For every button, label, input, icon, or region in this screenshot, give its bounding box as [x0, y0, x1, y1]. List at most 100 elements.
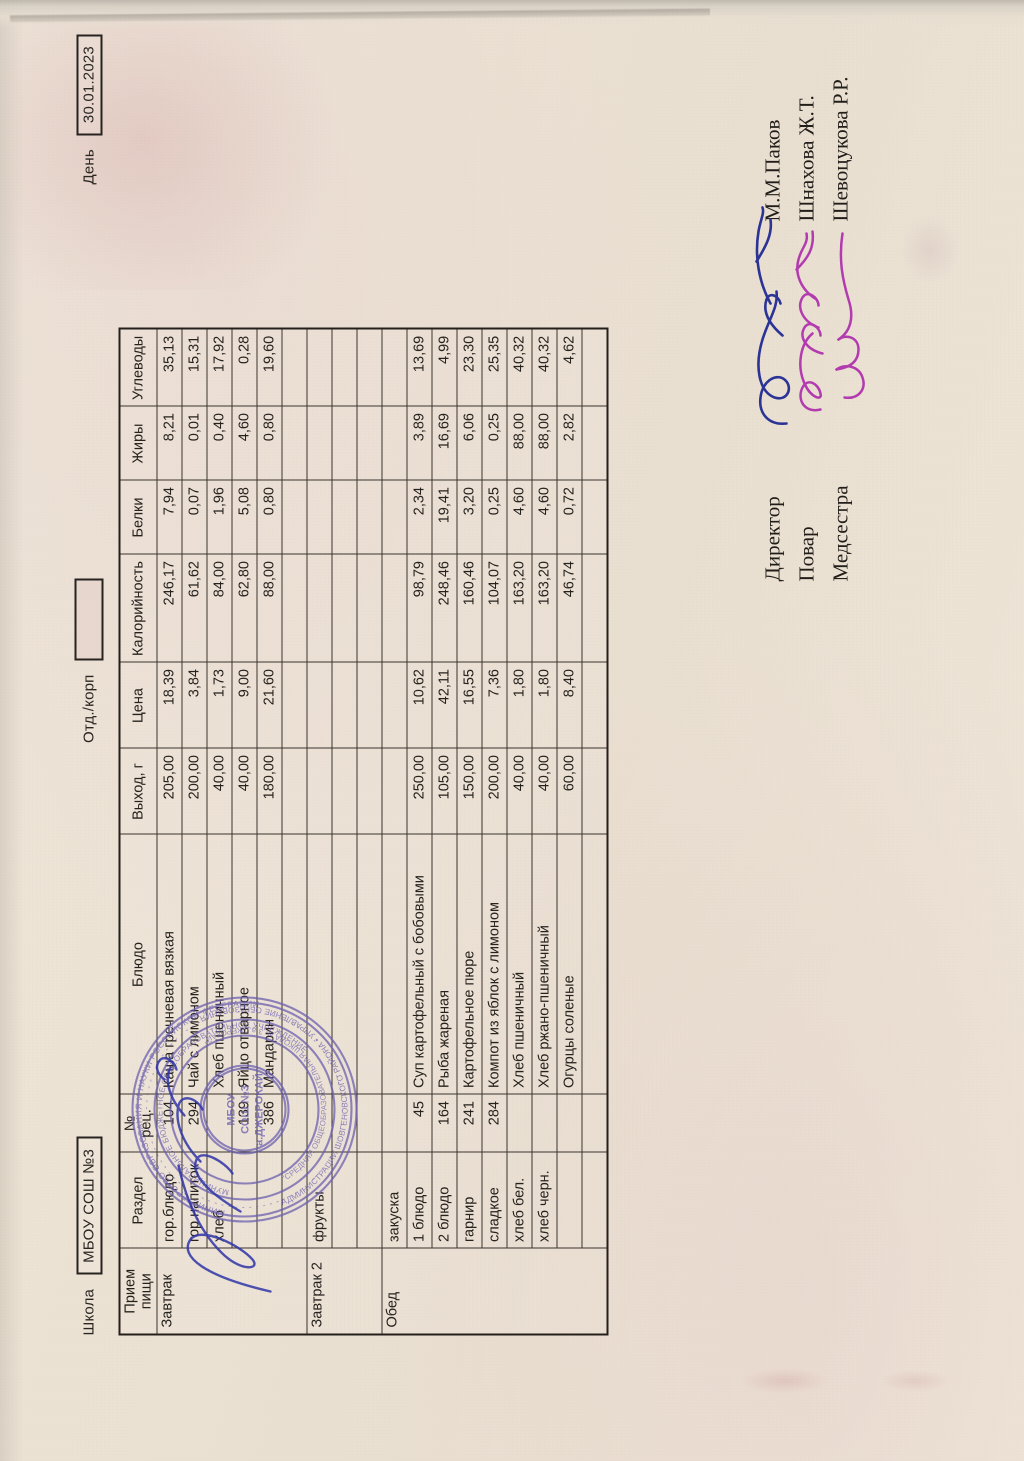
- cell-dish: Мандарин: [256, 834, 282, 1094]
- cell-section: [581, 1152, 607, 1248]
- cell-dish: [581, 834, 607, 1094]
- col-header-proteins: Белки: [119, 480, 157, 554]
- cell-recipe-no: [581, 1094, 607, 1152]
- cell-price: [581, 662, 607, 748]
- cell-price: 1,80: [531, 662, 557, 748]
- menu-table-body: Завтрак гор.блюдо 104 Каша гречневая вязкая…: [156, 328, 607, 1334]
- menu-table: Прием пищи Раздел № рец. Блюдо Выход, г …: [118, 327, 608, 1335]
- cell-carbs: 40,32: [531, 328, 557, 406]
- table-row: 2 блюдо 164 Рыба жареная 105,00 42,11 248,46 1…: [431, 328, 457, 1334]
- cell-proteins: 1,96: [206, 480, 232, 554]
- cell-fats: 0,40: [206, 406, 232, 480]
- cell-price: 9,00: [231, 662, 257, 748]
- cell-dish: Картофельное пюре: [456, 834, 482, 1094]
- cell-carbs: 4,62: [556, 328, 582, 406]
- signature-row: Медсестра Шевоцукова Р.Р.: [828, 76, 862, 581]
- cell-carbs: 35,13: [156, 328, 182, 406]
- cell-output: 205,00: [156, 748, 182, 834]
- col-header-dish: Блюдо: [119, 834, 157, 1094]
- cell-recipe-no: 241: [456, 1094, 482, 1152]
- cell-fats: 16,69: [431, 406, 457, 480]
- cell-fats: [331, 406, 357, 480]
- date-field[interactable]: 30.01.2023: [75, 33, 102, 135]
- cell-carbs: [356, 328, 382, 406]
- school-name-field[interactable]: МБОУ СОШ №3: [75, 1136, 102, 1275]
- cell-carbs: 0,28: [231, 328, 257, 406]
- cell-proteins: 4,60: [531, 480, 557, 554]
- cell-proteins: [281, 480, 307, 554]
- cell-price: 1,80: [506, 662, 532, 748]
- cell-calories: [306, 554, 332, 662]
- cell-recipe-no: 45: [406, 1094, 432, 1152]
- cell-dish: Хлеб ржано-пшеничный: [531, 834, 557, 1094]
- cell-calories: 98,79: [406, 554, 432, 662]
- table-row: сладкое 284 Компот из яблок с лимоном 200,0…: [481, 328, 507, 1334]
- cell-price: 16,55: [456, 662, 482, 748]
- cell-section: фрукты: [306, 1152, 332, 1248]
- cell-price: [381, 662, 407, 748]
- signature-pen-area: [794, 221, 824, 431]
- cell-dish: [281, 834, 307, 1094]
- cell-calories: 61,62: [181, 554, 207, 662]
- table-header-row: Прием пищи Раздел № рец. Блюдо Выход, г …: [119, 328, 157, 1334]
- cell-recipe-no: [306, 1094, 332, 1152]
- signature-row: Директор М.М.Паков: [760, 76, 794, 581]
- cell-price: 10,62: [406, 662, 432, 748]
- cell-recipe-no: 284: [481, 1094, 507, 1152]
- cell-fats: 0,80: [256, 406, 282, 480]
- dept-label: Отд./корп: [80, 674, 97, 743]
- cell-carbs: [331, 328, 357, 406]
- cell-section: гор.напиток: [181, 1152, 207, 1248]
- cell-output: [306, 748, 332, 834]
- cell-calories: 88,00: [256, 554, 282, 662]
- cell-calories: 163,20: [531, 554, 557, 662]
- col-header-output: Выход, г: [119, 748, 157, 834]
- cell-output: [281, 748, 307, 834]
- cell-calories: [331, 554, 357, 662]
- cell-recipe-no: 386: [256, 1094, 282, 1152]
- signature-block: Директор М.М.Паков Повар Шнахова Ж.Т. Медсес…: [760, 76, 862, 581]
- signature-name: М.М.Паков: [760, 119, 784, 221]
- cell-carbs: [281, 328, 307, 406]
- cell-proteins: 3,20: [456, 480, 482, 554]
- signature-role: Медсестра: [828, 484, 852, 581]
- cell-output: 250,00: [406, 748, 432, 834]
- cell-proteins: 0,25: [481, 480, 507, 554]
- cell-dish: Огурцы соленые: [556, 834, 582, 1094]
- table-row: [331, 328, 357, 1334]
- cell-recipe-no: [281, 1094, 307, 1152]
- cell-carbs: [581, 328, 607, 406]
- cell-price: 3,84: [181, 662, 207, 748]
- cell-section: закуска: [381, 1152, 407, 1248]
- cell-carbs: [381, 328, 407, 406]
- cell-proteins: 0,80: [256, 480, 282, 554]
- cell-output: 40,00: [231, 748, 257, 834]
- cell-dish: [306, 834, 332, 1094]
- cell-carbs: 25,35: [481, 328, 507, 406]
- cell-dish: [356, 834, 382, 1094]
- cell-dish: Чай с лимоном: [181, 834, 207, 1094]
- day-label: День: [80, 148, 97, 184]
- cell-output: 40,00: [531, 748, 557, 834]
- cell-calories: 84,00: [206, 554, 232, 662]
- cell-proteins: 4,60: [506, 480, 532, 554]
- table-row: хлеб черн. Хлеб ржано-пшеничный 40,00 1,80 1…: [531, 328, 557, 1334]
- cell-calories: [356, 554, 382, 662]
- cell-carbs: 15,31: [181, 328, 207, 406]
- table-row: хлеб Хлеб пшеничный 40,00 1,73 84,00 1,96 0,40…: [206, 328, 232, 1334]
- cell-section: [356, 1152, 382, 1248]
- cell-fats: 3,89: [406, 406, 432, 480]
- cell-fats: [306, 406, 332, 480]
- cell-output: [356, 748, 382, 834]
- col-header-price: Цена: [119, 662, 157, 748]
- dept-field[interactable]: [74, 578, 103, 660]
- cell-recipe-no: 294: [181, 1094, 207, 1152]
- document-header: Школа МБОУ СОШ №3 Отд./корп День 30.01.2…: [74, 0, 103, 1335]
- cell-price: [281, 662, 307, 748]
- col-header-carbs: Углеводы: [119, 328, 157, 406]
- cell-fats: 4,60: [231, 406, 257, 480]
- cell-output: 40,00: [206, 748, 232, 834]
- cell-proteins: [306, 480, 332, 554]
- table-row: Обед закуска: [381, 328, 607, 1334]
- cell-fats: 2,82: [556, 406, 582, 480]
